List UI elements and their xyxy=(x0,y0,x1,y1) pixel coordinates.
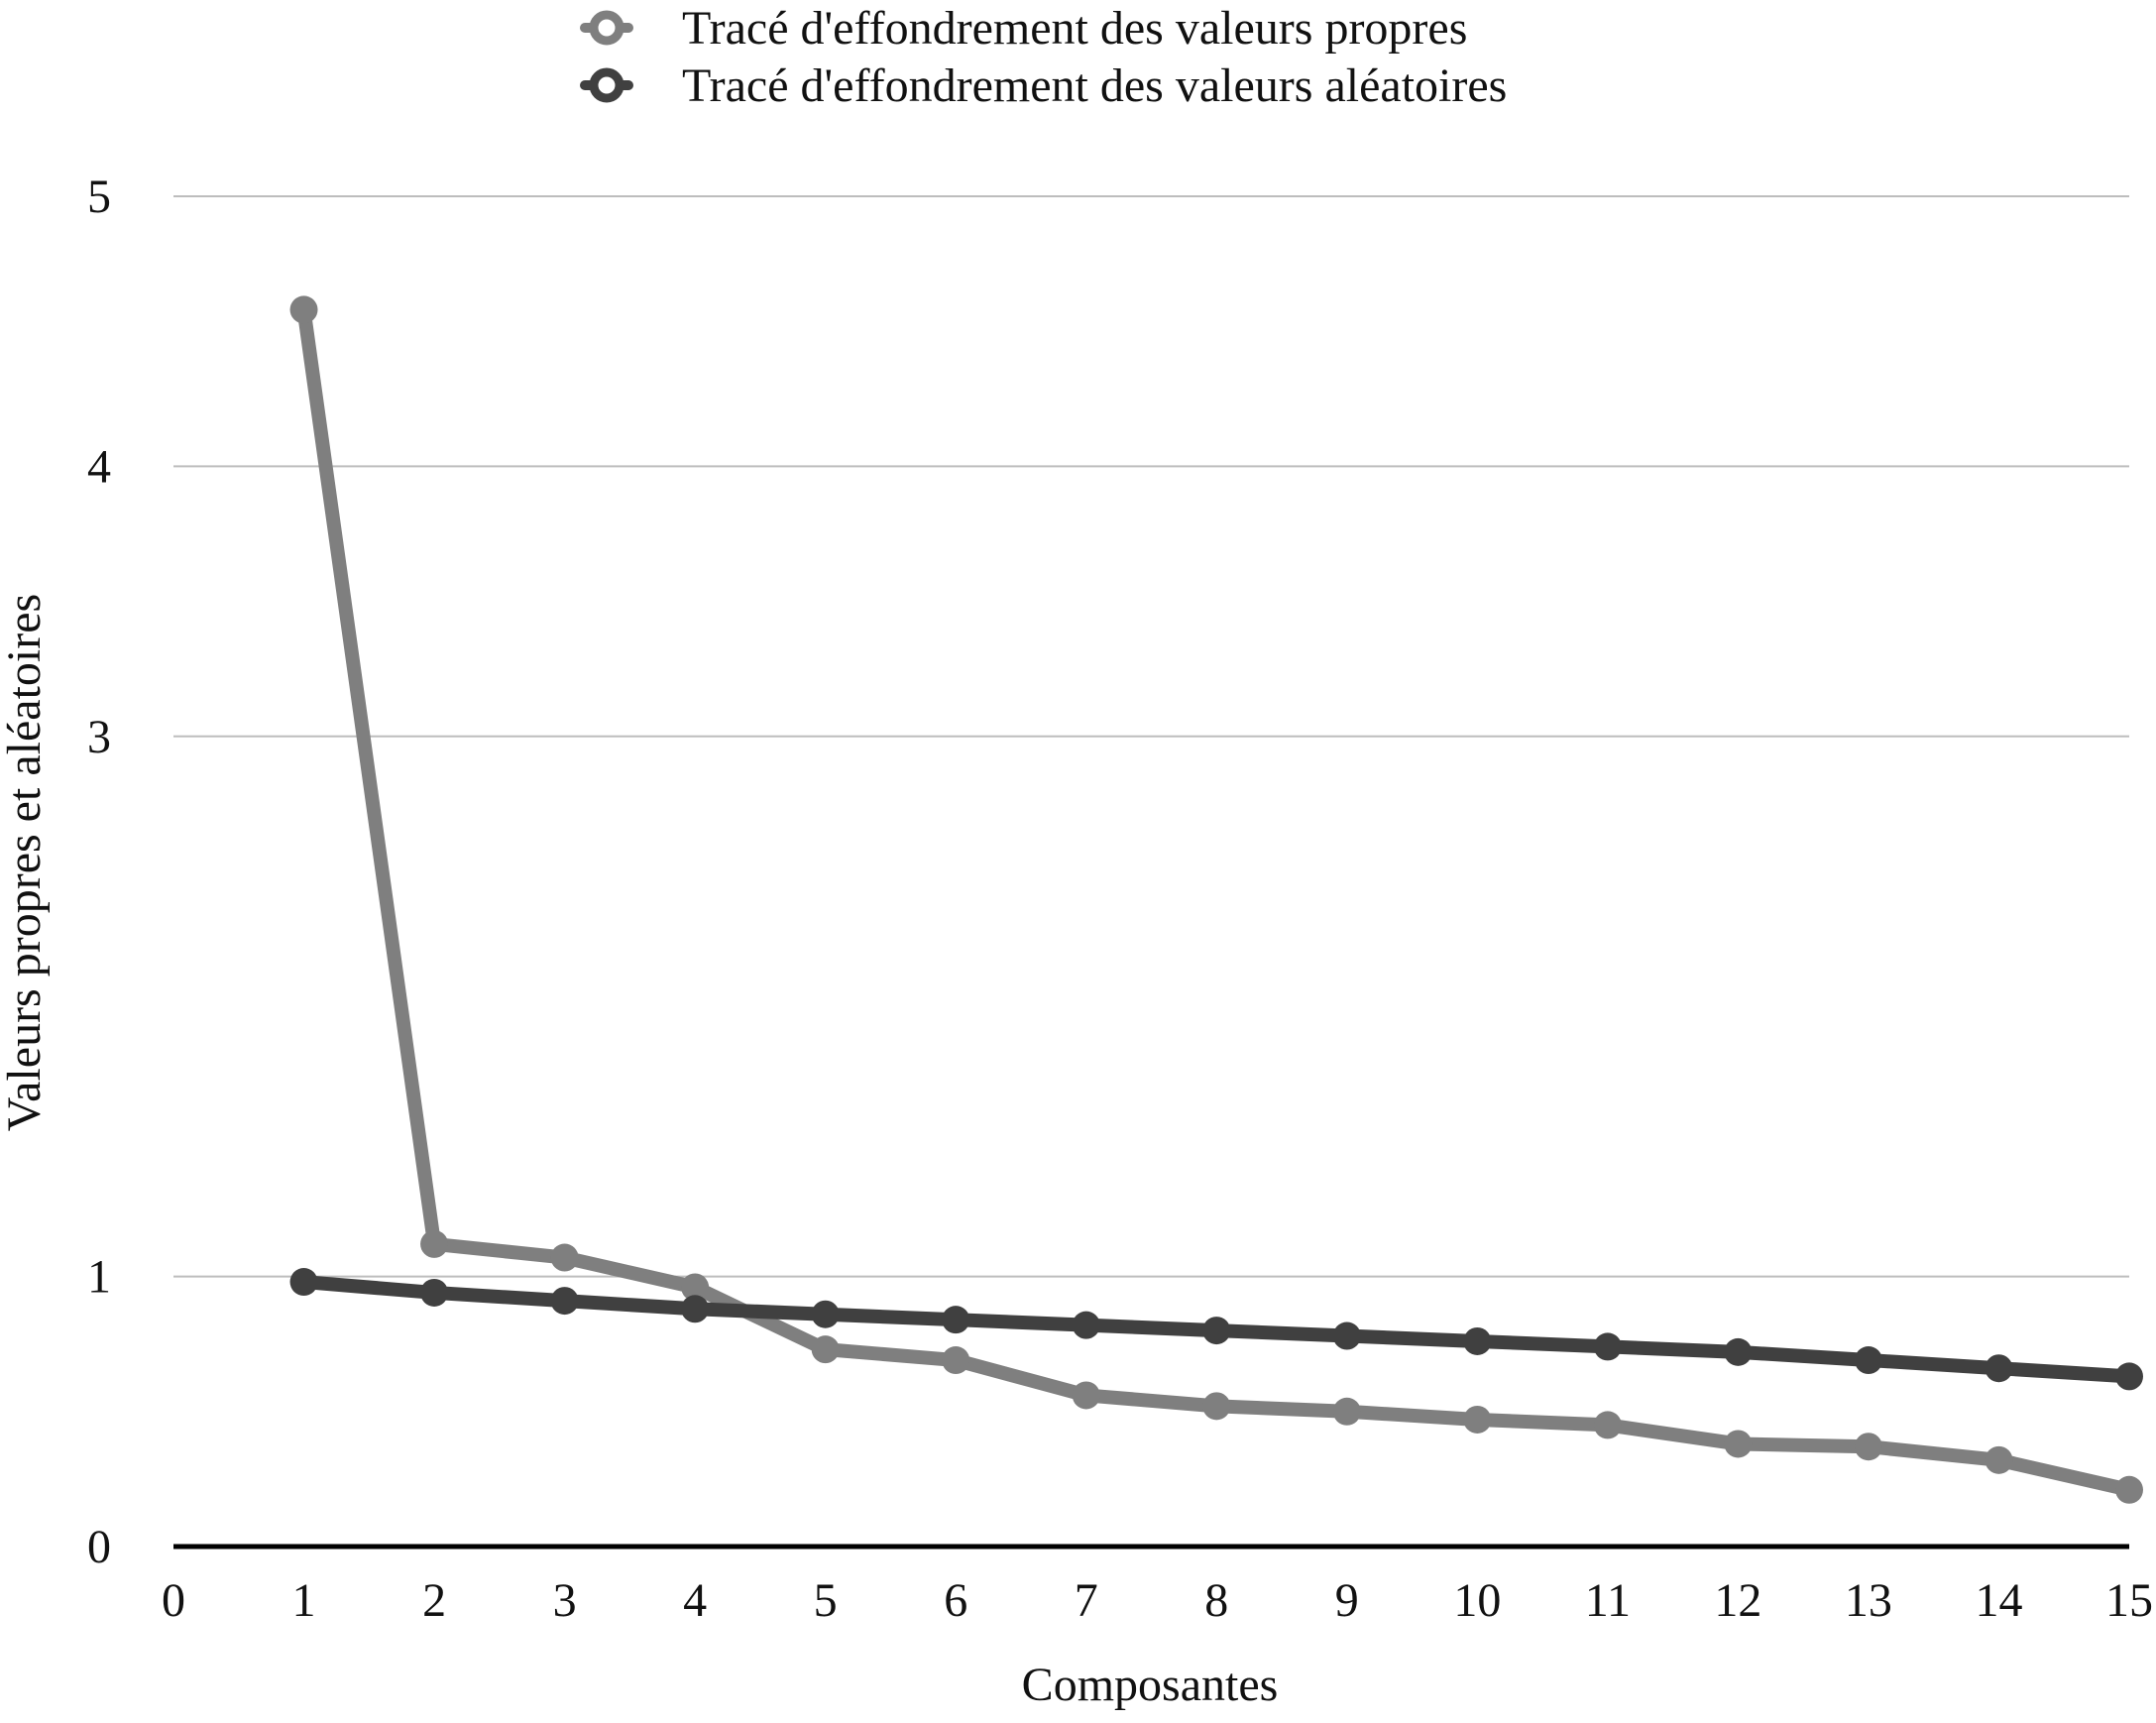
x-tick-label-6: 6 xyxy=(944,1574,967,1627)
series-1-point-8 xyxy=(1202,1392,1231,1421)
series-1-point-4 xyxy=(681,1273,710,1302)
series-2-point-6 xyxy=(942,1306,970,1334)
series-1-point-15 xyxy=(2115,1475,2143,1504)
legend-marker-2 xyxy=(589,67,624,103)
series-2-point-9 xyxy=(1332,1321,1361,1350)
series-2-point-2 xyxy=(420,1278,449,1307)
series-1-point-10 xyxy=(1463,1405,1492,1434)
series-1-point-5 xyxy=(811,1335,840,1364)
series-1-point-13 xyxy=(1854,1433,1882,1461)
y-tick-label-3: 3 xyxy=(87,711,111,763)
series-2-point-1 xyxy=(289,1268,318,1297)
x-tick-label-7: 7 xyxy=(1075,1574,1098,1627)
y-tick-label-5: 5 xyxy=(87,171,111,223)
x-tick-label-12: 12 xyxy=(1714,1574,1761,1627)
x-tick-label-5: 5 xyxy=(814,1574,838,1627)
legend-label-2: Tracé d'effondrement des valeurs aléatoi… xyxy=(682,59,1507,112)
x-tick-label-2: 2 xyxy=(422,1574,446,1627)
series-1-point-12 xyxy=(1724,1430,1753,1458)
series-2-point-7 xyxy=(1072,1311,1100,1339)
series-lines xyxy=(289,295,2143,1504)
x-tick-label-0: 0 xyxy=(162,1574,185,1627)
series-2-point-12 xyxy=(1724,1337,1753,1366)
series-2-point-4 xyxy=(681,1295,710,1323)
x-tick-label-11: 11 xyxy=(1585,1574,1631,1627)
x-axis-title: Composantes xyxy=(1022,1659,1279,1711)
series-2-point-3 xyxy=(550,1287,579,1316)
x-tick-label-3: 3 xyxy=(553,1574,577,1627)
legend: Tracé d'effondrement des valeurs propres… xyxy=(580,2,1507,112)
series-line-1 xyxy=(296,302,2136,1497)
legend-marker-1 xyxy=(589,10,624,46)
series-1-point-1 xyxy=(289,295,318,324)
x-tick-label-15: 15 xyxy=(2105,1574,2153,1627)
series-2-point-13 xyxy=(1854,1346,1882,1375)
y-tick-label-1: 1 xyxy=(87,1251,111,1304)
series-2-point-8 xyxy=(1202,1317,1231,1345)
series-1-point-7 xyxy=(1072,1381,1100,1410)
x-tick-label-1: 1 xyxy=(292,1574,316,1627)
x-tick-label-8: 8 xyxy=(1204,1574,1228,1627)
x-tick-label-9: 9 xyxy=(1335,1574,1359,1627)
series-1-point-14 xyxy=(1985,1445,2013,1474)
series-1-point-9 xyxy=(1332,1397,1361,1426)
series-2-point-15 xyxy=(2115,1362,2143,1391)
series-2-point-5 xyxy=(811,1300,840,1328)
series-2-point-11 xyxy=(1593,1332,1622,1361)
series-1-point-2 xyxy=(420,1229,449,1258)
x-tick-label-10: 10 xyxy=(1453,1574,1501,1627)
x-tick-label-13: 13 xyxy=(1845,1574,1892,1627)
x-tick-label-4: 4 xyxy=(683,1574,707,1627)
y-tick-label-0: 0 xyxy=(87,1521,111,1573)
series-1-point-3 xyxy=(550,1243,579,1272)
series-2-point-14 xyxy=(1985,1354,2013,1383)
legend-label-1: Tracé d'effondrement des valeurs propres xyxy=(682,2,1467,55)
series-1-point-11 xyxy=(1593,1411,1622,1439)
x-tick-label-14: 14 xyxy=(1975,1574,2022,1627)
series-2-point-10 xyxy=(1463,1326,1492,1355)
y-axis-title: Valeurs propres et aléatoires xyxy=(0,594,51,1131)
gridlines xyxy=(173,195,2129,1278)
series-1-point-6 xyxy=(942,1346,970,1375)
y-tick-label-4: 4 xyxy=(87,440,111,493)
